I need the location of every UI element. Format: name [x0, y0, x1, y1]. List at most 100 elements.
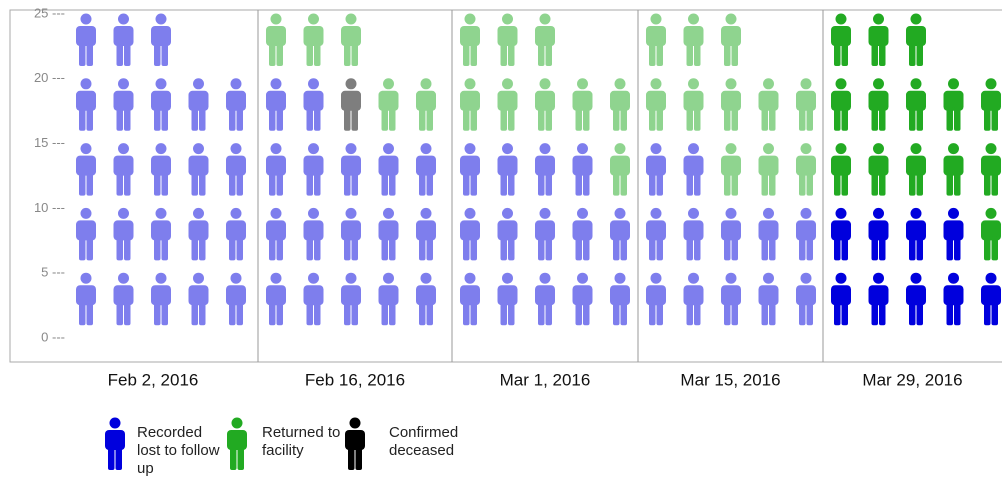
icon-leg [154, 171, 161, 196]
icon-leg [199, 301, 206, 326]
icon-body [796, 285, 816, 306]
legend-label: Returned to facility [262, 424, 341, 459]
icon-leg [79, 171, 86, 196]
icon-leg [984, 236, 991, 261]
icon-leg [191, 301, 198, 326]
icon-leg [236, 171, 243, 196]
icon-head [614, 272, 626, 284]
icon-leg [909, 301, 916, 326]
icon-head [873, 13, 884, 25]
icon-head [193, 207, 204, 219]
icon-leg [984, 106, 991, 131]
icon-head [464, 143, 476, 155]
person-icon [303, 143, 324, 196]
y-tick-label: 5 --- [41, 265, 65, 280]
person-icon [981, 143, 1001, 196]
person-icon [572, 78, 593, 131]
icon-leg [620, 106, 627, 131]
icon-leg [306, 236, 313, 261]
icon-leg [500, 106, 507, 131]
icon-head [688, 13, 699, 25]
person-icon [683, 13, 704, 66]
icon-leg [86, 171, 93, 196]
icon-leg [269, 301, 276, 326]
icon-head [345, 143, 357, 155]
icon-leg [954, 301, 961, 326]
person-icon [341, 272, 361, 326]
icon-leg [834, 236, 841, 261]
icon-leg [613, 301, 620, 326]
icon-head [688, 78, 699, 90]
icon-head [948, 207, 959, 219]
icon-body [906, 90, 926, 111]
icon-body [646, 285, 666, 306]
icon-head [270, 143, 282, 155]
person-icon [113, 78, 134, 131]
icon-leg [463, 301, 470, 326]
icon-body [226, 285, 246, 306]
person-icon [188, 207, 209, 261]
icon-leg [276, 106, 283, 131]
person-icon [868, 207, 889, 261]
person-icon [460, 78, 480, 131]
icon-leg [389, 171, 396, 196]
icon-leg [86, 42, 93, 66]
person-icon [188, 143, 209, 196]
icon-head [464, 272, 476, 284]
person-icon [535, 13, 555, 66]
person-icon [416, 207, 436, 261]
person-icon [460, 207, 480, 261]
icon-leg [656, 42, 663, 66]
icon-head [577, 143, 588, 155]
person-icon [796, 272, 816, 326]
icon-leg [761, 171, 768, 196]
icon-leg [879, 42, 886, 66]
icon-leg [879, 236, 886, 261]
person-icon [226, 143, 246, 196]
person-icon [572, 207, 593, 261]
person-icon [721, 272, 741, 326]
icon-head [420, 143, 432, 155]
icon-head [80, 272, 92, 284]
person-icon [113, 143, 134, 196]
icon-leg [276, 171, 283, 196]
icon-leg [236, 106, 243, 131]
icon-body [113, 26, 134, 46]
person-icon [646, 207, 666, 261]
icon-leg [545, 236, 552, 261]
icon-leg [583, 171, 590, 196]
icon-leg [761, 236, 768, 261]
person-icon [610, 272, 630, 326]
icon-leg [954, 106, 961, 131]
icon-leg [841, 171, 848, 196]
icon-body [535, 285, 555, 306]
icon-leg [116, 236, 123, 261]
icon-body [378, 220, 399, 241]
person-icon [113, 272, 134, 326]
icon-leg [909, 236, 916, 261]
icon-leg [306, 42, 313, 66]
person-icon [151, 13, 171, 66]
icon-head [650, 272, 662, 284]
person-icon [721, 143, 741, 196]
icon-body [266, 90, 286, 111]
person-icon [113, 13, 134, 66]
icon-leg [649, 236, 656, 261]
icon-leg [583, 301, 590, 326]
icon-leg [236, 236, 243, 261]
icon-head [910, 78, 922, 90]
person-icon [151, 207, 171, 261]
icon-leg [124, 236, 131, 261]
icon-body [981, 90, 1001, 111]
icon-head [308, 13, 319, 25]
icon-body [378, 90, 399, 111]
icon-leg [575, 171, 582, 196]
icon-head [155, 78, 167, 90]
icon-body [113, 220, 134, 241]
icon-body [535, 155, 555, 176]
person-icon [758, 272, 779, 326]
icon-leg [470, 171, 477, 196]
icon-head [614, 78, 626, 90]
icon-head [539, 78, 551, 90]
